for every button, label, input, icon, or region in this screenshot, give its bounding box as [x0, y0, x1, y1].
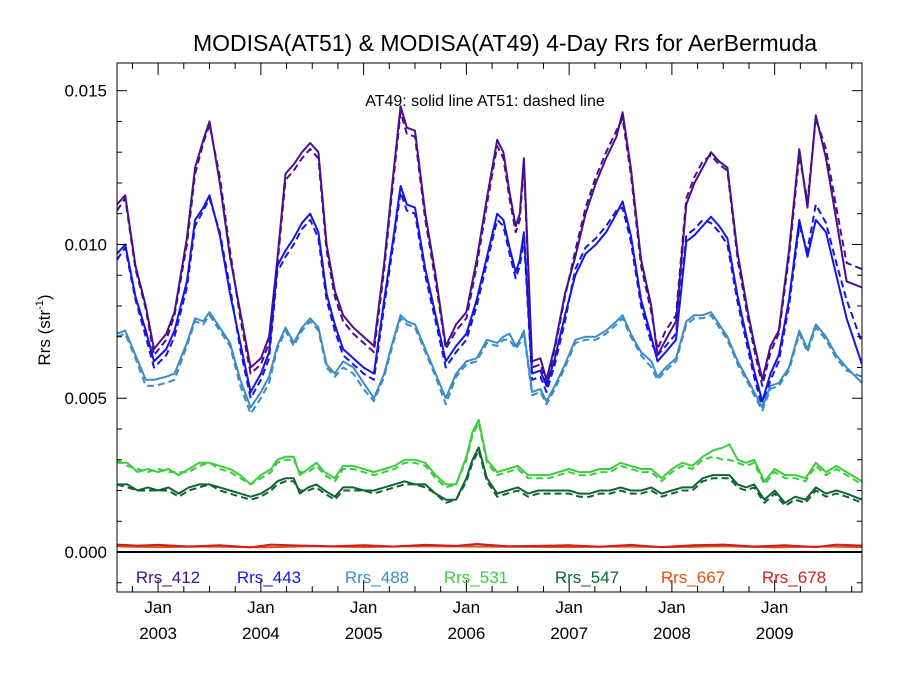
axes-layer: 0.000 0.005 0.010 0.015 Jan 2003 Jan 2004 Jan 200… [64, 62, 863, 643]
series-line-rrs-412-at49-solid [117, 105, 862, 381]
series-lines [117, 105, 862, 554]
y-axis-label: Rrs (str-1) [34, 294, 54, 365]
series-line-rrs-547-at51-dashed [117, 449, 862, 507]
plot-area [117, 105, 862, 554]
series-line-rrs-531-at49-solid [117, 418, 862, 486]
x-tick-year-label: 2003 [139, 624, 177, 643]
x-tick-month-label: Jan [247, 598, 274, 617]
chart-title: MODISA(AT51) & MODISA(AT49) 4-Day Rrs fo… [193, 30, 817, 56]
legend-entry-rrs-667: Rrs_667 [661, 568, 725, 587]
legend-entry-rrs-488: Rrs_488 [345, 568, 409, 587]
y-axis-label-close: ) [35, 294, 54, 300]
series-line-rrs-443-at49-solid [117, 185, 862, 403]
x-tick-month-label: Jan [658, 598, 685, 617]
y-tick-label: 0.010 [64, 235, 107, 254]
plot-frame [116, 62, 863, 593]
y-tick-label: 0.005 [64, 389, 107, 408]
series-line-rrs-547-at49-solid [117, 446, 862, 504]
x-tick-year-label: 2004 [242, 624, 280, 643]
legend: Rrs_412 Rrs_443 Rrs_488 Rrs_531 Rrs_547 Rrs_6… [136, 568, 826, 587]
x-tick-year-label: 2006 [447, 624, 485, 643]
series-line-rrs-488-at49-solid [117, 311, 862, 409]
y-axis-label-main: Rrs (str [35, 310, 54, 366]
series-line-rrs-488-at51-dashed [117, 314, 862, 415]
x-tick-month-label: Jan [144, 598, 171, 617]
y-tick-label: 0.000 [64, 543, 107, 562]
legend-entry-rrs-443: Rrs_443 [237, 568, 301, 587]
x-tick-month-label: Jan [555, 598, 582, 617]
x-tick-month-label: Jan [761, 598, 788, 617]
series-line-rrs-678-at49-solid [117, 543, 862, 549]
y-tick-label: 0.015 [64, 82, 107, 101]
x-tick-month-label: Jan [453, 598, 480, 617]
series-line-rrs-531-at51-dashed [117, 421, 862, 489]
x-tick-year-label: 2007 [550, 624, 588, 643]
x-tick-year-label: 2008 [653, 624, 691, 643]
y-axis-label-superscript: -1 [34, 300, 46, 310]
legend-entry-rrs-678: Rrs_678 [762, 568, 826, 587]
x-tick-year-label: 2005 [345, 624, 383, 643]
chart-annotation: AT49: solid line AT51: dashed line [365, 93, 605, 110]
legend-entry-rrs-412: Rrs_412 [136, 568, 200, 587]
x-tick-year-label: 2009 [756, 624, 794, 643]
series-line-rrs-443-at51-dashed [117, 191, 862, 409]
x-tick-month-label: Jan [350, 598, 377, 617]
legend-entry-rrs-547: Rrs_547 [555, 568, 619, 587]
legend-entry-rrs-531: Rrs_531 [444, 568, 508, 587]
